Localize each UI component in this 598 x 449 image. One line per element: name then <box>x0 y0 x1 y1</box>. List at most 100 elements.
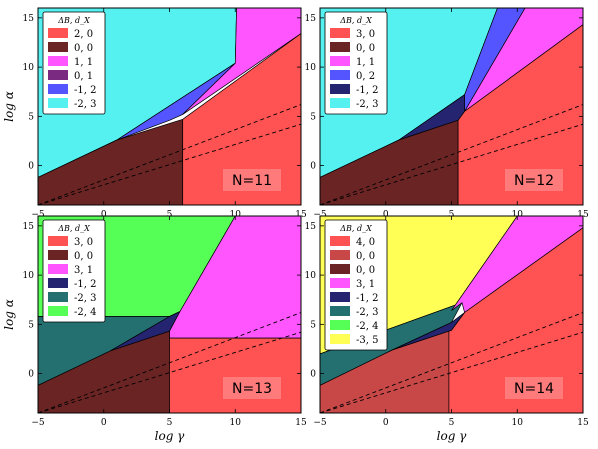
y-tick-label: 15 <box>305 14 317 24</box>
legend-entry-label: 0, 0 <box>74 43 93 54</box>
region-0_0 <box>320 119 459 205</box>
n-badge <box>505 377 563 399</box>
legend-swatch <box>330 320 350 330</box>
x-tick-label: 0 <box>383 210 389 220</box>
panel-1: −5 0 5 10 15 0 5 10 15 log α ΔB, d_X 2, 0 0, 0 1, 1 0,… <box>2 7 307 220</box>
y-tick-label: 15 <box>23 222 35 232</box>
x-tick-label: 15 <box>577 210 589 220</box>
legend-swatch <box>48 306 68 316</box>
legend-entry-label: 0, 0 <box>356 265 375 276</box>
y-tick-label: 0 <box>28 370 34 380</box>
legend: ΔB, d_X 2, 0 0, 0 1, 1 0, 1 -1, 2 -2, 3 <box>42 11 106 115</box>
legend-entry-label: -1, 2 <box>356 293 378 304</box>
legend-swatch <box>330 84 350 94</box>
x-tick-label: 5 <box>449 210 455 220</box>
x-tick-label: 0 <box>101 210 107 220</box>
legend-entry-label: 0, 1 <box>74 71 93 82</box>
x-axis-label: log γ <box>437 429 468 443</box>
x-tick-label: 5 <box>167 418 173 428</box>
legend-swatch <box>48 28 68 38</box>
region-0_0 <box>38 330 170 413</box>
legend-swatch <box>330 98 350 108</box>
legend-swatch <box>48 84 68 94</box>
legend-entry-label: -2, 3 <box>74 293 96 304</box>
regions <box>38 8 301 205</box>
dashed-line-1 <box>38 312 301 413</box>
y-tick-label: 15 <box>305 222 317 232</box>
legend-swatch <box>48 70 68 80</box>
region-1_1 <box>182 8 301 115</box>
legend-swatch <box>330 28 350 38</box>
x-tick-label: −5 <box>31 418 45 428</box>
legend: ΔB, d_X 4, 0 0, 0 0, 0 3, 1 -1, 2 -2, 3 -2, 4 -3… <box>324 219 388 351</box>
region-3_0 <box>169 337 301 413</box>
x-tick-label: 10 <box>512 418 524 428</box>
x-axis-label: log γ <box>155 429 186 443</box>
legend-entry-label: 3, 0 <box>356 29 375 40</box>
legend-entry-label: -2, 4 <box>74 307 96 318</box>
legend-entry-label: 1, 1 <box>74 57 93 68</box>
legend-swatch <box>48 42 68 52</box>
legend-entry-label: -1, 2 <box>74 85 96 96</box>
legend-swatch <box>48 292 68 302</box>
y-tick-label: 10 <box>305 271 317 281</box>
y-axis-label: log α <box>2 299 16 330</box>
legend-swatch <box>330 334 350 344</box>
x-tick-label: 0 <box>101 418 107 428</box>
legend-entry-label: 3, 1 <box>74 265 93 276</box>
x-tick-label: 10 <box>230 418 242 428</box>
legend-entry-label: 0, 0 <box>356 43 375 54</box>
panel-4: −5 0 5 10 15 0 5 10 15 log γ ΔB, d_X 4, 0 0, 0 0, 0 3,… <box>305 215 589 443</box>
region-0_0 <box>38 118 184 205</box>
y-tick-label: 10 <box>23 271 35 281</box>
legend-swatch <box>330 306 350 316</box>
legend-swatch <box>330 236 350 246</box>
x-tick-label: −5 <box>313 210 327 220</box>
legend-swatch <box>330 278 350 288</box>
legend-entry-label: 0, 2 <box>356 71 375 82</box>
dashed-line-1 <box>38 104 301 205</box>
legend-entry-label: -3, 5 <box>356 335 378 346</box>
legend-entry-label: -1, 2 <box>74 279 96 290</box>
legend: ΔB, d_X 3, 0 0, 0 1, 1 0, 2 -1, 2 -2, 3 <box>324 11 388 115</box>
x-tick-label: 0 <box>383 418 389 428</box>
legend-entry-label: -2, 4 <box>356 321 378 332</box>
legend-entry-label: -2, 3 <box>74 99 96 110</box>
y-axis-label: log α <box>2 91 16 122</box>
legend-entry-label: 2, 0 <box>74 29 93 40</box>
legend-entry-label: 1, 1 <box>356 57 375 68</box>
legend-swatch <box>330 42 350 52</box>
n-label: N=13 <box>232 381 272 397</box>
y-tick-label: 10 <box>305 63 317 73</box>
legend-title: ΔB, d_X <box>57 224 90 233</box>
legend-swatch <box>48 278 68 288</box>
n-label: N=14 <box>514 381 554 397</box>
x-tick-label: 5 <box>167 210 173 220</box>
n-badge <box>505 169 563 191</box>
y-tick-label: 15 <box>23 14 35 24</box>
legend-entry-label: -1, 2 <box>356 85 378 96</box>
region-2_0 <box>182 33 301 205</box>
n-badge <box>223 377 281 399</box>
x-tick-label: 15 <box>295 418 307 428</box>
legend-entry-label: -2, 3 <box>356 307 378 318</box>
legend-title: ΔB, d_X <box>57 16 90 25</box>
region-3_1 <box>451 216 583 314</box>
legend-entry-label: 0, 0 <box>74 251 93 262</box>
legend-entry-label: 3, 1 <box>356 279 375 290</box>
dashed-line-1 <box>320 312 583 413</box>
y-tick-label: 5 <box>310 320 316 330</box>
dashed-line-2 <box>38 331 301 413</box>
region-4_0 <box>448 227 583 413</box>
legend-entry-label: 0, 0 <box>356 251 375 262</box>
dashed-line-2 <box>38 123 301 205</box>
y-tick-label: 0 <box>28 162 34 172</box>
legend-swatch <box>330 264 350 274</box>
y-tick-label: 0 <box>310 370 316 380</box>
x-tick-label: 10 <box>230 210 242 220</box>
y-tick-label: 10 <box>23 63 35 73</box>
y-tick-label: 5 <box>28 320 34 330</box>
legend-swatch <box>330 250 350 260</box>
x-tick-label: −5 <box>313 418 327 428</box>
